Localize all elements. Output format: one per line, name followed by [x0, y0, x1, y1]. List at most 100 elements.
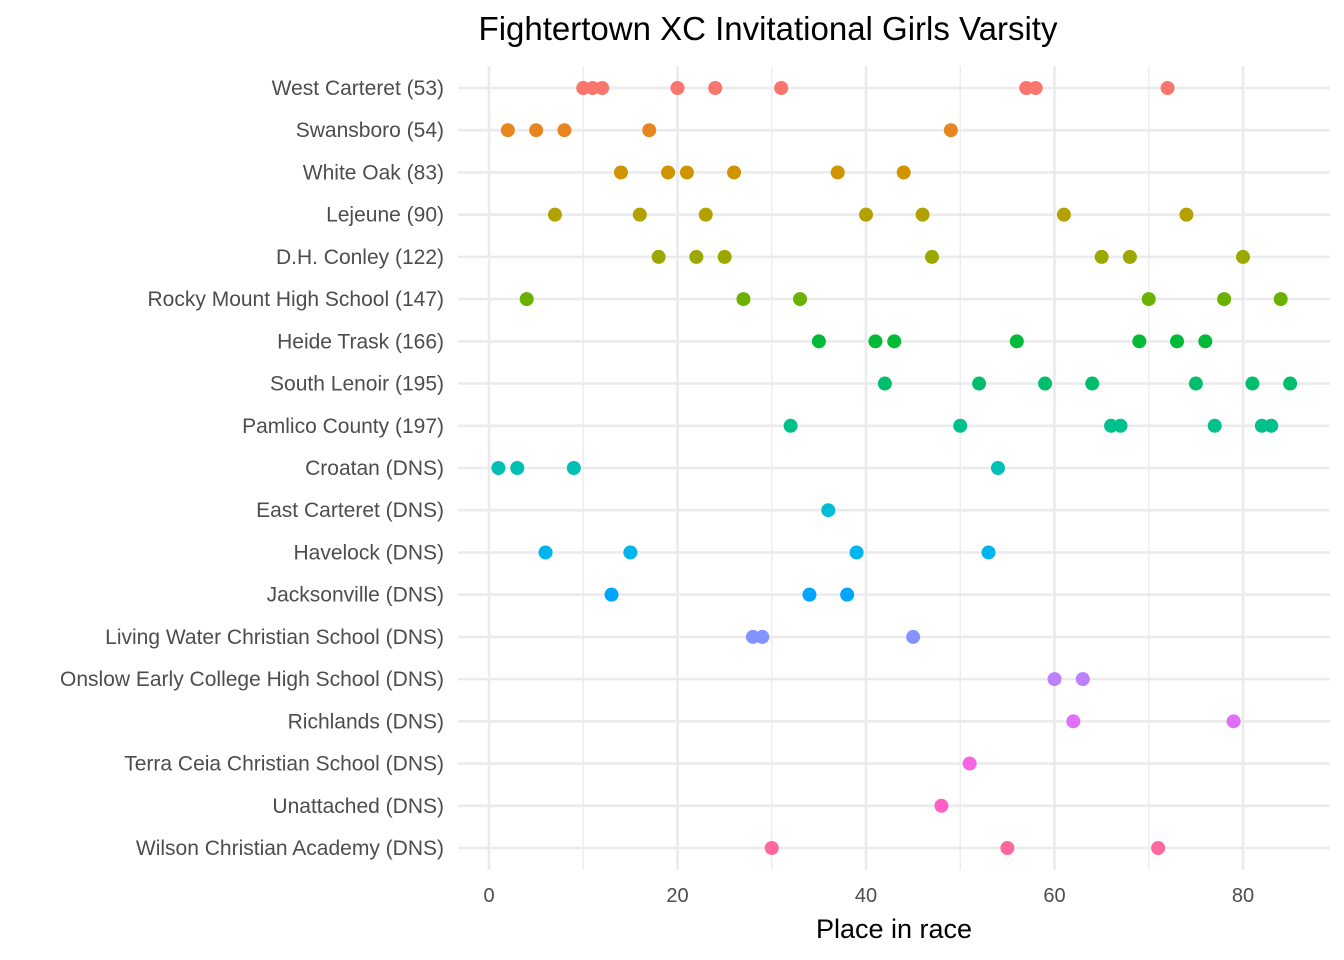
- series-15: [1047, 672, 1090, 687]
- y-tick-label: East Carteret (DNS): [256, 499, 444, 522]
- data-point: [774, 81, 789, 95]
- data-point: [642, 123, 657, 138]
- data-point: [566, 461, 581, 475]
- data-point: [529, 123, 544, 138]
- y-tick-label: South Lenoir (195): [270, 373, 444, 396]
- data-point: [1236, 249, 1250, 264]
- y-tick-label: Wilson Christian Academy (DNS): [136, 837, 444, 860]
- data-point: [1066, 714, 1081, 729]
- series-12: [538, 545, 996, 560]
- data-point: [1000, 841, 1015, 855]
- data-point: [670, 81, 685, 95]
- series-8: [877, 376, 1298, 391]
- series-9: [783, 418, 1279, 433]
- data-point: [717, 249, 732, 264]
- chart-title: Fightertown XC Invitational Girls Varsit…: [479, 10, 1058, 47]
- data-point: [1038, 376, 1053, 391]
- series-6: [519, 292, 1288, 307]
- series-10: [491, 461, 1005, 475]
- series-17: [962, 756, 977, 771]
- data-point: [679, 165, 694, 180]
- data-point: [1245, 376, 1260, 391]
- data-point: [1264, 418, 1279, 433]
- y-tick-label: Croatan (DNS): [305, 457, 444, 480]
- data-point: [1047, 672, 1062, 687]
- data-point: [1170, 334, 1185, 349]
- y-tick-label: Heide Trask (166): [277, 330, 444, 353]
- x-tick-label: 20: [666, 885, 688, 907]
- data-point: [661, 165, 676, 180]
- data-point: [906, 629, 921, 644]
- data-point: [1198, 334, 1213, 349]
- data-point: [811, 334, 826, 349]
- y-axis-labels: West Carteret (53) Swansboro (54) White Oa…: [60, 77, 444, 860]
- data-point: [1188, 376, 1203, 391]
- data-point: [1217, 292, 1232, 307]
- x-tick-label: 0: [483, 885, 494, 907]
- data-point: [849, 545, 864, 560]
- data-point: [1113, 418, 1128, 433]
- x-tick-label: 60: [1043, 885, 1065, 907]
- data-point: [547, 207, 562, 222]
- data-point: [1207, 418, 1222, 433]
- data-point: [519, 292, 534, 307]
- data-point: [1122, 249, 1137, 264]
- y-tick-label: White Oak (83): [303, 161, 444, 184]
- series-14: [745, 629, 921, 644]
- data-points: [491, 81, 1298, 855]
- data-point: [1085, 376, 1100, 391]
- data-point: [727, 165, 742, 180]
- data-point: [802, 587, 817, 602]
- x-axis-title: Place in race: [816, 914, 972, 944]
- data-point: [877, 376, 892, 391]
- grid: [458, 66, 1330, 870]
- data-point: [1226, 714, 1241, 729]
- data-point: [830, 165, 845, 180]
- x-axis-ticks: 0 20 40 60 80: [483, 885, 1254, 907]
- data-point: [613, 165, 628, 180]
- data-point: [915, 207, 930, 222]
- data-point: [1160, 81, 1175, 95]
- data-point: [943, 123, 958, 138]
- y-tick-label: Swansboro (54): [296, 119, 444, 142]
- data-point: [698, 207, 713, 222]
- series-1: [576, 81, 1175, 95]
- y-tick-label: Onslow Early College High School (DNS): [60, 668, 444, 691]
- data-point: [840, 587, 855, 602]
- data-point: [1179, 207, 1194, 222]
- data-point: [1075, 672, 1090, 687]
- data-point: [972, 376, 987, 391]
- data-point: [595, 81, 610, 95]
- data-point: [783, 418, 798, 433]
- data-point: [1094, 249, 1109, 264]
- data-point: [764, 841, 779, 855]
- data-point: [736, 292, 751, 307]
- y-tick-label: Havelock (DNS): [293, 541, 444, 564]
- data-point: [924, 249, 939, 264]
- data-point: [896, 165, 911, 180]
- data-point: [990, 461, 1005, 475]
- data-point: [689, 249, 704, 264]
- data-point: [1132, 334, 1147, 349]
- data-point: [981, 545, 996, 560]
- data-point: [1009, 334, 1024, 349]
- data-point: [1283, 376, 1298, 391]
- data-point: [632, 207, 647, 222]
- series-16: [1066, 714, 1241, 729]
- y-tick-label: Lejeune (90): [326, 204, 444, 227]
- data-point: [934, 798, 949, 813]
- data-point: [1141, 292, 1156, 307]
- data-point: [623, 545, 638, 560]
- y-tick-label: Living Water Christian School (DNS): [105, 626, 444, 649]
- data-point: [651, 249, 666, 264]
- x-tick-label: 40: [855, 885, 877, 907]
- x-tick-label: 80: [1232, 885, 1254, 907]
- data-point: [1056, 207, 1071, 222]
- y-tick-label: Rocky Mount High School (147): [148, 288, 444, 311]
- data-point: [755, 629, 770, 644]
- data-point: [500, 123, 515, 138]
- y-tick-label: Jacksonville (DNS): [267, 584, 444, 607]
- series-7: [811, 334, 1213, 349]
- y-tick-label: Richlands (DNS): [288, 710, 444, 733]
